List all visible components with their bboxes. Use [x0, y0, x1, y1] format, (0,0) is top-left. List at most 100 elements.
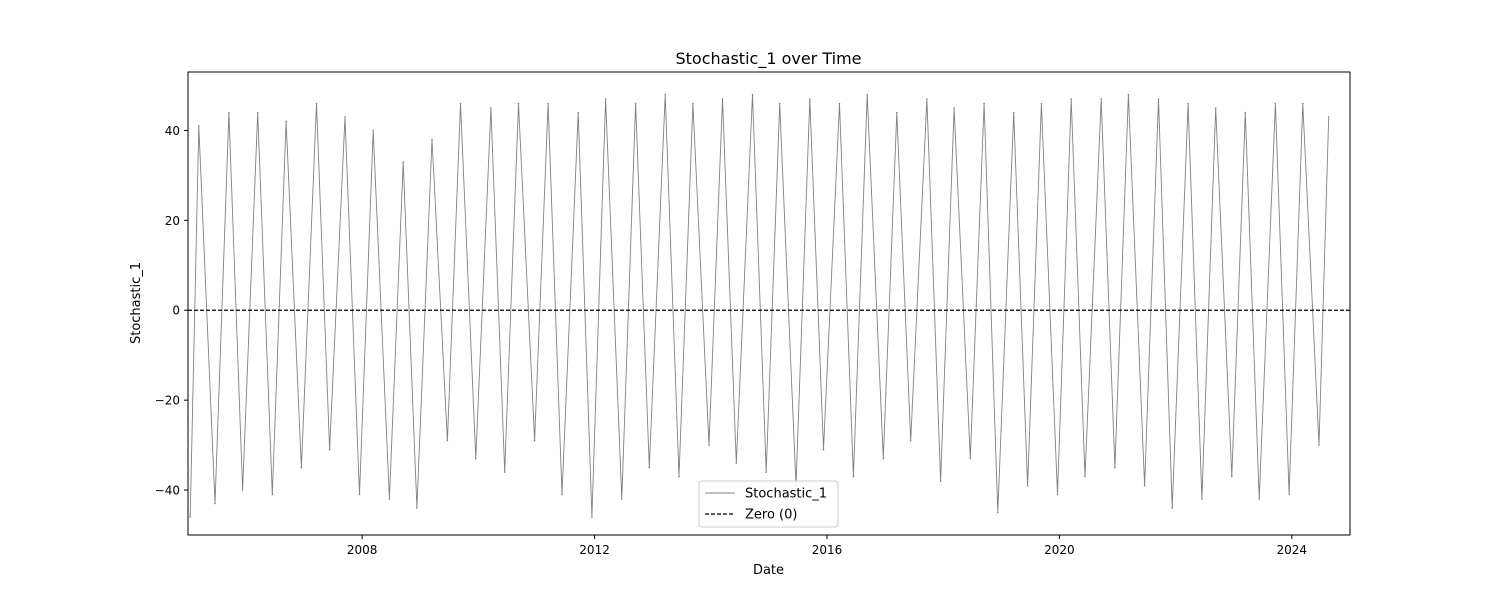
data-point [721, 98, 724, 100]
data-point [372, 129, 375, 132]
data-point [983, 102, 985, 105]
data-point [1171, 507, 1173, 509]
data-point [1084, 475, 1086, 478]
data-point [1157, 98, 1160, 100]
data-point [1012, 111, 1015, 114]
data-point [402, 161, 405, 163]
chart-title: Stochastic_1 over Time [676, 49, 862, 69]
data-point [300, 466, 303, 469]
data-point [517, 102, 520, 105]
data-point [561, 493, 563, 496]
data-point [1258, 498, 1260, 500]
data-point [285, 120, 287, 123]
data-point [621, 498, 623, 500]
series-line-stochastic [189, 94, 1330, 518]
data-point [751, 93, 754, 96]
data-point [1070, 98, 1072, 100]
data-point [315, 102, 318, 105]
data-point [591, 516, 593, 518]
data-point [896, 111, 898, 114]
y-tick-label: 40 [165, 124, 180, 138]
data-point [1318, 444, 1320, 446]
data-point [490, 107, 492, 109]
x-tick-label: 2008 [347, 543, 378, 557]
data-point [664, 93, 666, 96]
data-point [1127, 93, 1130, 96]
data-point [1274, 102, 1277, 105]
data-point [328, 448, 331, 451]
data-point [708, 444, 710, 446]
data-point [228, 111, 230, 114]
data-point [1327, 116, 1330, 118]
data-point [271, 493, 274, 496]
data-point [533, 439, 536, 442]
y-tick-label: −20 [155, 394, 180, 408]
data-point [256, 111, 259, 114]
data-point [475, 457, 477, 460]
data-point [909, 439, 912, 442]
data-point [1302, 102, 1304, 105]
data-point [214, 502, 216, 505]
data-point [838, 102, 841, 105]
data-point [431, 138, 433, 141]
data-point [1214, 107, 1217, 109]
data-point [198, 125, 200, 127]
y-tick-label: 0 [172, 304, 180, 318]
data-point [459, 102, 462, 105]
x-tick-label: 2016 [812, 543, 843, 557]
data-point [1231, 475, 1233, 478]
data-point [953, 107, 955, 109]
data-point [446, 439, 449, 442]
x-axis-label: Date [753, 563, 784, 578]
data-point [648, 466, 651, 469]
data-point [416, 507, 418, 509]
data-point [634, 102, 637, 105]
data-point [547, 102, 549, 105]
data-point [765, 471, 767, 473]
data-point [866, 93, 868, 96]
data-point [852, 475, 855, 478]
data-point [882, 457, 885, 460]
legend-label-zero: Zero (0) [745, 508, 797, 523]
axes-frame [187, 71, 1351, 536]
data-point [604, 98, 607, 100]
data-point [358, 493, 361, 496]
data-point [969, 457, 972, 460]
data-point [778, 102, 781, 105]
data-point [1114, 466, 1116, 469]
x-tick-label: 2024 [1277, 543, 1308, 557]
data-point [577, 111, 579, 114]
data-point [344, 116, 346, 118]
data-point [1100, 98, 1102, 100]
x-axis-ticks: 2008 2012 2016 2020 2024 [347, 535, 1307, 557]
legend: Stochastic_1 Zero (0) [698, 480, 839, 528]
data-point [997, 511, 999, 514]
data-point [1143, 484, 1146, 487]
data-point [678, 475, 680, 478]
y-axis-label: Stochastic_1 [129, 262, 144, 344]
data-point [1288, 493, 1290, 496]
data-point [241, 489, 244, 491]
data-point [1056, 493, 1059, 496]
x-tick-label: 2020 [1044, 543, 1075, 557]
x-tick-label: 2012 [579, 543, 610, 557]
data-point [503, 471, 506, 473]
legend-label-stochastic: Stochastic_1 [745, 487, 827, 502]
data-point [388, 498, 391, 500]
data-point [1201, 498, 1203, 500]
y-axis-ticks: −40 −20 0 20 40 [155, 124, 188, 498]
data-point [1026, 484, 1029, 487]
plot-area [188, 93, 1350, 518]
data-point [822, 448, 825, 451]
data-point [735, 462, 738, 464]
data-point [1187, 102, 1189, 105]
data-point [809, 98, 811, 100]
data-point [1040, 102, 1043, 105]
data-point [692, 102, 694, 105]
y-tick-label: 20 [165, 214, 180, 228]
data-point [926, 98, 928, 100]
data-point [1244, 111, 1247, 114]
data-point [939, 480, 942, 482]
data-point [189, 516, 191, 518]
